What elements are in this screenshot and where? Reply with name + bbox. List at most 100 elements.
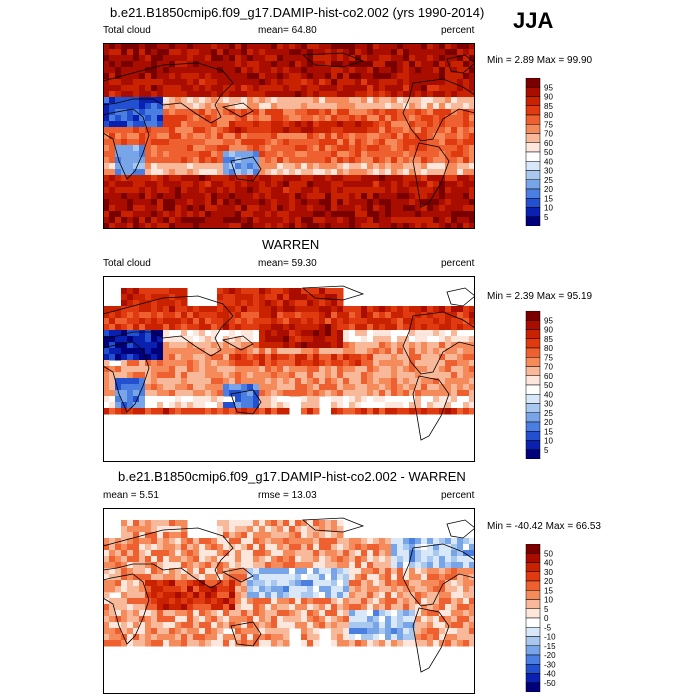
- map-field-cell: [109, 73, 116, 80]
- colorbar-box: [525, 198, 541, 208]
- map-field-cell: [463, 318, 470, 325]
- map-field-cell: [169, 139, 176, 146]
- map-field-cell: [433, 115, 440, 122]
- map-field-cell: [259, 598, 266, 605]
- map-field-cell: [241, 550, 248, 557]
- map-field-cell: [127, 312, 134, 319]
- map-field-cell: [307, 306, 314, 313]
- map-field-cell: [433, 556, 440, 563]
- map-field-cell: [397, 556, 404, 563]
- map-field-cell: [205, 312, 212, 319]
- map-field-cell: [427, 103, 434, 110]
- map-field-cell: [295, 562, 302, 569]
- map-field-cell: [259, 318, 266, 325]
- map-field-cell: [163, 79, 170, 86]
- map-field-cell: [169, 43, 176, 50]
- map-field-cell: [151, 85, 158, 92]
- map-field-cell: [271, 115, 278, 122]
- map-field-cell: [121, 133, 128, 140]
- map-field-cell: [139, 61, 146, 68]
- map-field-cell: [457, 49, 464, 56]
- map-field-cell: [133, 568, 140, 575]
- map-field-cell: [235, 324, 242, 331]
- map-field-cell: [421, 163, 428, 170]
- map-field-cell: [385, 342, 392, 349]
- map-field-cell: [139, 97, 146, 104]
- map-field-cell: [223, 622, 230, 629]
- map-field-cell: [109, 145, 116, 152]
- map-field-cell: [319, 378, 326, 385]
- map-field-cell: [121, 526, 128, 533]
- map-field-cell: [427, 169, 434, 176]
- map-field-cell: [427, 330, 434, 337]
- map-field-cell: [181, 598, 188, 605]
- map-field-cell: [127, 288, 134, 295]
- map-field-cell: [397, 330, 404, 337]
- map-field-cell: [445, 187, 452, 194]
- map-field-cell: [409, 538, 416, 545]
- map-field-cell: [235, 288, 242, 295]
- map-field-cell: [337, 300, 344, 307]
- map-field-cell: [445, 538, 452, 545]
- map-field-cell: [121, 312, 128, 319]
- map-field-cell: [427, 598, 434, 605]
- map-field-cell: [133, 85, 140, 92]
- map-field-cell: [325, 538, 332, 545]
- map-field-cell: [379, 199, 386, 206]
- map-field-cell: [409, 67, 416, 74]
- map-field-cell: [439, 127, 446, 134]
- map-field-cell: [259, 169, 266, 176]
- map-field-cell: [367, 634, 374, 641]
- map-field-cell: [169, 342, 176, 349]
- map-field-cell: [361, 163, 368, 170]
- map-field-cell: [469, 61, 475, 68]
- map-field-cell: [211, 348, 218, 355]
- map-field-cell: [223, 79, 230, 86]
- map-field-cell: [229, 187, 236, 194]
- map-field-cell: [391, 402, 398, 409]
- map-field-cell: [253, 598, 260, 605]
- map-field-cell: [367, 396, 374, 403]
- map-field-cell: [247, 556, 254, 563]
- map-field-cell: [163, 336, 170, 343]
- map-field-cell: [175, 151, 182, 158]
- map-field-cell: [355, 336, 362, 343]
- map-field-cell: [379, 396, 386, 403]
- map-field-cell: [451, 348, 458, 355]
- map-field-cell: [253, 562, 260, 569]
- map-field-cell: [379, 193, 386, 200]
- map-field-cell: [367, 336, 374, 343]
- map-field-cell: [223, 520, 230, 527]
- map-field-cell: [175, 592, 182, 599]
- map-field-cell: [295, 187, 302, 194]
- map-field-cell: [211, 378, 218, 385]
- map-field-cell: [355, 109, 362, 116]
- map-field-cell: [265, 187, 272, 194]
- map-field-cell: [259, 574, 266, 581]
- map-field-cell: [355, 640, 362, 647]
- map-field-cell: [157, 67, 164, 74]
- map-field-cell: [307, 574, 314, 581]
- map-field-cell: [217, 49, 224, 56]
- map-field-cell: [301, 73, 308, 80]
- map-field-cell: [427, 604, 434, 611]
- map-field-cell: [193, 181, 200, 188]
- map-field-cell: [229, 133, 236, 140]
- map-field-cell: [283, 598, 290, 605]
- map-field-cell: [211, 556, 218, 563]
- map-field-cell: [391, 223, 398, 229]
- map-field-cell: [187, 610, 194, 617]
- map-field-cell: [307, 402, 314, 409]
- map-field-cell: [283, 360, 290, 367]
- map-field-cell: [313, 61, 320, 68]
- map-field-cell: [199, 550, 206, 557]
- map-field-cell: [145, 538, 152, 545]
- map-field-cell: [103, 538, 110, 545]
- map-field-cell: [109, 586, 116, 593]
- map-field-cell: [361, 169, 368, 176]
- map-field-cell: [211, 175, 218, 182]
- map-field-cell: [157, 366, 164, 373]
- map-field-cell: [277, 592, 284, 599]
- map-field-cell: [169, 562, 176, 569]
- map-field-cell: [469, 127, 475, 134]
